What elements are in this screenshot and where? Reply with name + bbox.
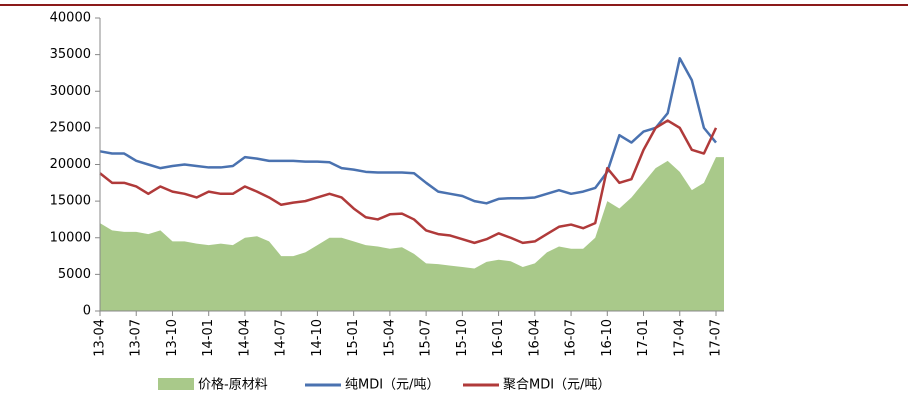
x-tick-label: 16-04 — [527, 319, 542, 357]
x-tick-label: 14-04 — [237, 319, 252, 357]
legend-label: 价格-原材料 — [198, 377, 268, 393]
x-tick-label: 15-04 — [382, 319, 397, 357]
x-tick-label: 14-01 — [201, 319, 216, 357]
y-tick-label: 15000 — [50, 194, 91, 209]
line — [99, 119, 718, 245]
y-tick-label: 20000 — [50, 157, 91, 172]
y-tick-label: 40000 — [50, 11, 91, 26]
x-tick-label: 13-10 — [165, 319, 180, 357]
x-tick-label: 16-01 — [491, 319, 506, 357]
x-tick-label: 17-04 — [672, 319, 687, 357]
x-tick-label: 17-07 — [709, 319, 724, 357]
plot — [99, 57, 724, 311]
x-tick-label: 15-07 — [419, 319, 434, 357]
legend-swatch — [158, 378, 194, 390]
legend: 价格-原材料 纯MDI（元/吨） 聚合MDI（元/吨） — [158, 377, 610, 393]
x-tick-label: 14-10 — [310, 319, 325, 357]
y-tick-label: 0 — [83, 304, 91, 319]
x-tick-label: 16-07 — [564, 319, 579, 357]
y-tick-label: 30000 — [50, 84, 91, 99]
line — [99, 57, 717, 205]
y-tick-label: 25000 — [50, 120, 91, 135]
x-tick-label: 15-10 — [455, 319, 470, 357]
legend-label: 聚合MDI（元/吨） — [503, 378, 610, 393]
x-tick-label: 13-07 — [129, 319, 144, 357]
y-tick-label: 10000 — [50, 230, 91, 245]
x-tick-label: 13-04 — [93, 319, 108, 357]
x-tick-label: 14-07 — [274, 319, 289, 357]
area — [100, 157, 724, 311]
legend-label: 纯MDI（元/吨） — [345, 378, 439, 393]
x-tick-label: 17-01 — [636, 319, 651, 357]
x-tick-label: 15-01 — [346, 319, 361, 357]
y-tick-label: 5000 — [58, 267, 91, 282]
y-tick-label: 35000 — [50, 47, 91, 62]
x-tick-label: 16-10 — [600, 319, 615, 357]
